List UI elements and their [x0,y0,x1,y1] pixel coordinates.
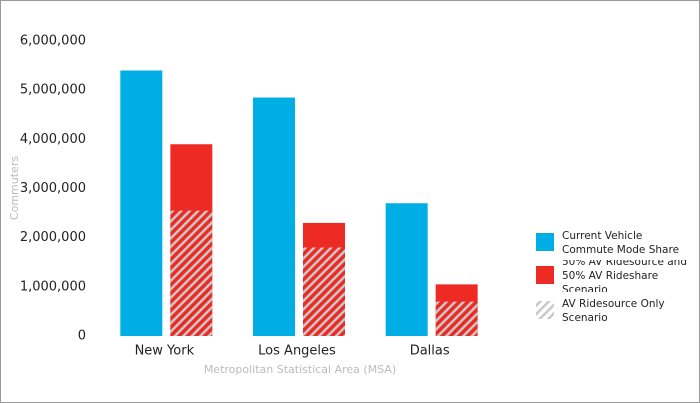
hatched-bar [303,247,345,336]
legend-swatch [536,266,554,284]
y-tick-label: 0 [78,329,86,344]
y-tick-label: 1,000,000 [20,279,86,294]
bar [253,97,295,337]
y-axis-label: Commuters [8,156,21,220]
x-tick-label: New York [135,344,195,359]
legend-label: Current Vehicle Commute Mode Share [562,230,680,256]
legend-entry: AV Ridesource Only Scenario [562,298,665,324]
hatched-bar [170,210,213,336]
y-tick-label: 5,000,000 [20,83,86,98]
x-axis-label: Metropolitan Statistical Area (MSA) [204,363,396,376]
legend-swatch [536,301,554,319]
y-tick-label: 3,000,000 [20,181,86,196]
x-tick-label: Dallas [410,344,450,359]
y-tick-label: 6,000,000 [20,34,86,49]
bar [120,70,163,336]
legend-label: AV Ridesource Only Scenario [562,298,665,324]
hatched-bar [435,301,478,336]
legend-entry: 50% AV Ridesource and 50% AV Rideshare S… [562,260,688,292]
legend-entry: Current Vehicle Commute Mode Share [562,230,680,256]
legend-swatch [536,233,554,251]
x-tick-label: Los Angeles [258,344,336,359]
y-tick-label: 2,000,000 [20,230,86,245]
bar [385,203,428,336]
y-tick-label: 4,000,000 [20,132,86,147]
legend-label: 50% AV Ridesource and 50% AV Rideshare S… [562,260,688,292]
